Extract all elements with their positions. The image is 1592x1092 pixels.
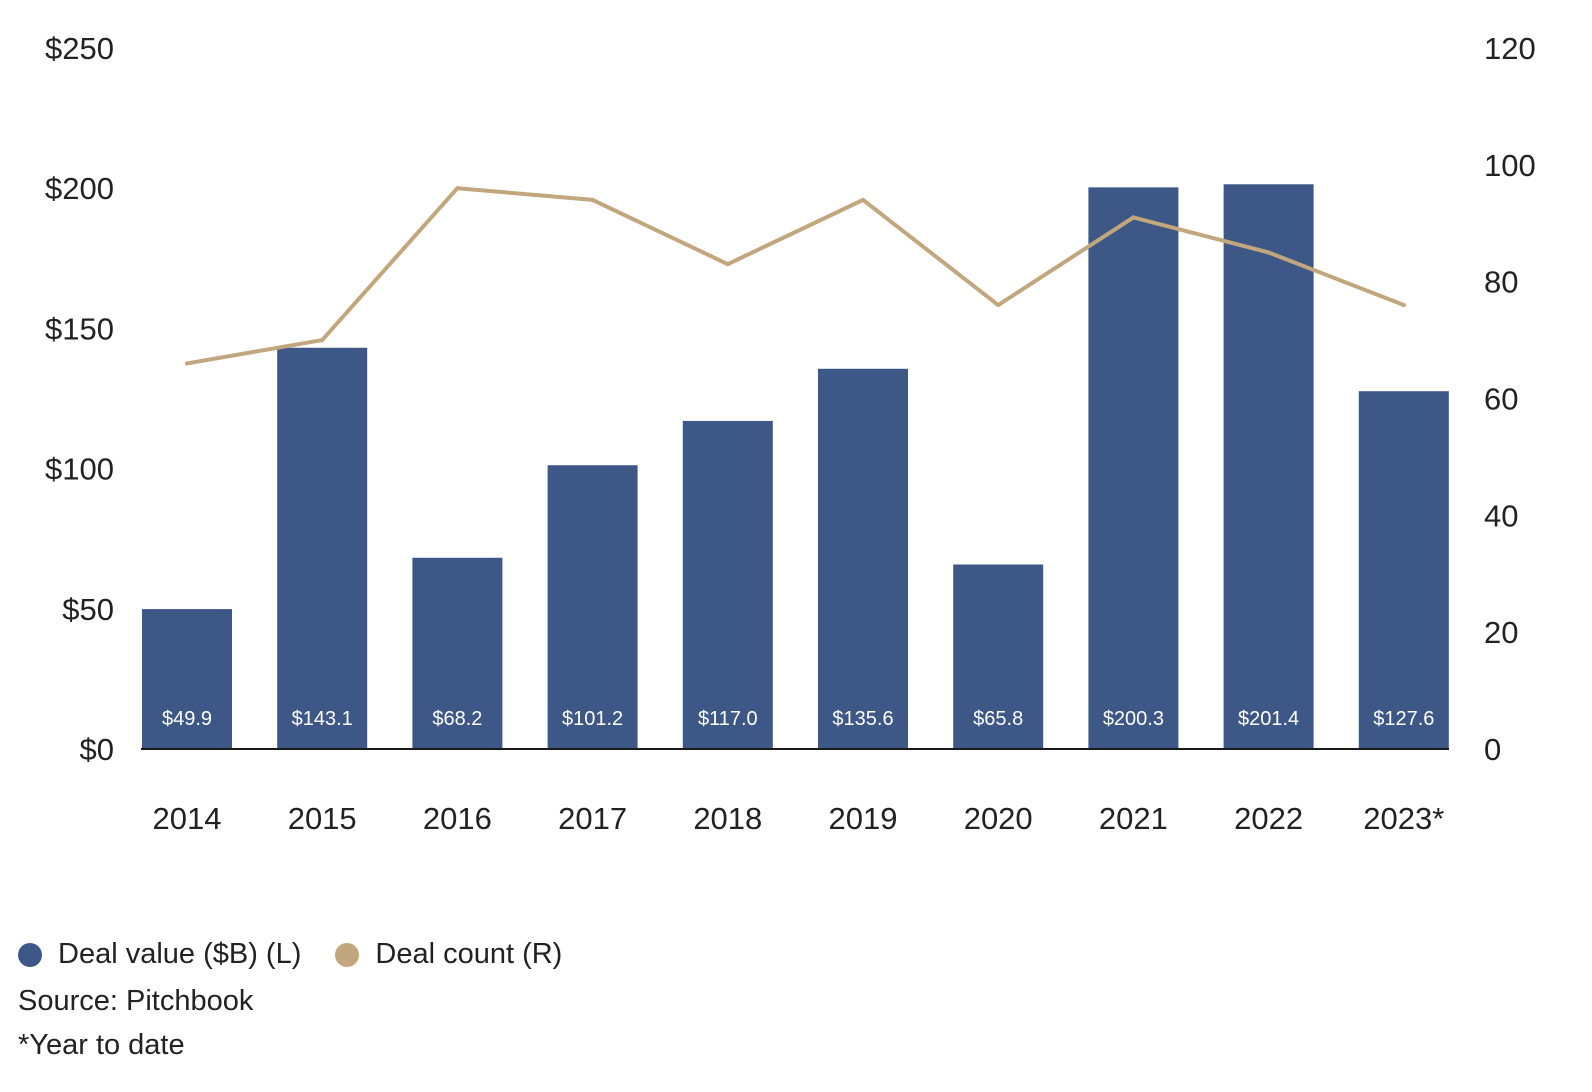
deal-value-legend-marker <box>18 942 42 967</box>
bar-value-label-2020: $65.8 <box>973 708 1023 730</box>
bar-value-label-2014: $49.9 <box>162 708 212 730</box>
x-tick-label-2016: 2016 <box>423 801 492 836</box>
x-tick-label-2020: 2020 <box>964 801 1033 836</box>
right-axis-ticks: 0 20 40 60 80 100 120 <box>1484 31 1536 767</box>
x-tick-label-2014: 2014 <box>153 801 222 836</box>
bar-2019 <box>818 368 908 749</box>
legend-item-deal-count: Deal count (R) <box>335 938 562 971</box>
right-tick-label: 40 <box>1484 498 1518 533</box>
right-tick-label: 0 <box>1484 732 1501 767</box>
bar-2022 <box>1223 184 1314 749</box>
deal-count-point-2021 <box>1131 215 1136 220</box>
left-tick-label: $150 <box>45 311 114 346</box>
right-tick-label: 60 <box>1484 382 1518 417</box>
bar-value-label-2018: $117.0 <box>698 708 758 730</box>
left-tick-label: $250 <box>45 31 114 66</box>
deal-count-point-2019 <box>861 197 865 202</box>
right-tick-label: 120 <box>1484 31 1536 66</box>
legend-label-deal-value: Deal value ($B) (L) <box>58 938 302 970</box>
legend-item-deal-value: Deal value ($B) (L) <box>18 938 301 971</box>
left-tick-label: $0 <box>80 732 114 767</box>
left-tick-label: $50 <box>62 592 114 627</box>
deal-count-legend-marker <box>335 942 360 967</box>
deal-count-line <box>185 186 1406 366</box>
bar-value-label-2021: $200.3 <box>1103 708 1164 730</box>
bar-labels-group: $49.9 $143.1 $68.2 $101.2 $117.0 $135.6 $65.8 $… <box>162 708 1434 730</box>
bar-value-label-2017: $101.2 <box>562 708 623 730</box>
x-tick-label-2022: 2022 <box>1234 801 1303 836</box>
deal-count-point-2020 <box>996 303 1001 308</box>
deal-count-point-2015 <box>320 338 325 343</box>
year-to-date-note: *Year to date <box>18 1029 185 1061</box>
bar-value-label-2016: $68.2 <box>432 708 482 730</box>
x-tick-label-2023: 2023* <box>1363 801 1444 836</box>
bar-2021 <box>1088 187 1179 750</box>
bar-value-label-2023: $127.6 <box>1373 708 1434 730</box>
bar-2014 <box>142 609 232 749</box>
right-tick-label: 20 <box>1484 615 1518 650</box>
x-tick-label-2021: 2021 <box>1099 801 1168 836</box>
left-tick-label: $100 <box>45 452 114 487</box>
bar-2023 <box>1358 391 1449 749</box>
x-tick-label-2015: 2015 <box>288 801 357 836</box>
bar-2016 <box>412 557 503 749</box>
bar-2017 <box>547 465 638 749</box>
left-tick-label: $200 <box>45 171 114 206</box>
source-note: Source: Pitchbook <box>18 985 254 1017</box>
x-tick-label-2018: 2018 <box>693 801 762 836</box>
bar-2015 <box>277 347 368 749</box>
bar-value-label-2022: $201.4 <box>1238 708 1299 730</box>
legend-label-deal-count: Deal count (R) <box>375 938 563 970</box>
bar-2018 <box>682 420 773 749</box>
right-tick-label: 80 <box>1484 265 1518 300</box>
deal-count-point-2017 <box>590 197 595 202</box>
deal-count-point-2016 <box>455 186 460 191</box>
bar-value-label-2015: $143.1 <box>292 708 353 730</box>
bar-2020 <box>953 564 1044 749</box>
x-tick-label-2017: 2017 <box>558 801 627 836</box>
x-axis-ticks: 2014 2015 2016 2017 2018 2019 2020 2021 2022 2023… <box>153 801 1445 836</box>
deal-count-line-group <box>185 186 1406 366</box>
left-axis-ticks: $0 $50 $100 $150 $200 $250 <box>45 31 114 767</box>
deal-count-point-2022 <box>1266 250 1271 255</box>
right-tick-label: 100 <box>1484 148 1536 183</box>
deal-count-point-2018 <box>725 262 730 267</box>
legend: Deal value ($B) (L) Deal count (R) <box>18 938 596 971</box>
x-tick-label-2019: 2019 <box>829 801 898 836</box>
deal-count-point-2023 <box>1401 303 1406 308</box>
bar-value-label-2019: $135.6 <box>832 708 893 730</box>
chart: $49.9 $143.1 $68.2 $101.2 $117.0 $135.6 $65.8 $… <box>45 31 1536 836</box>
deal-count-point-2014 <box>185 361 189 366</box>
bars-group <box>142 184 1449 750</box>
